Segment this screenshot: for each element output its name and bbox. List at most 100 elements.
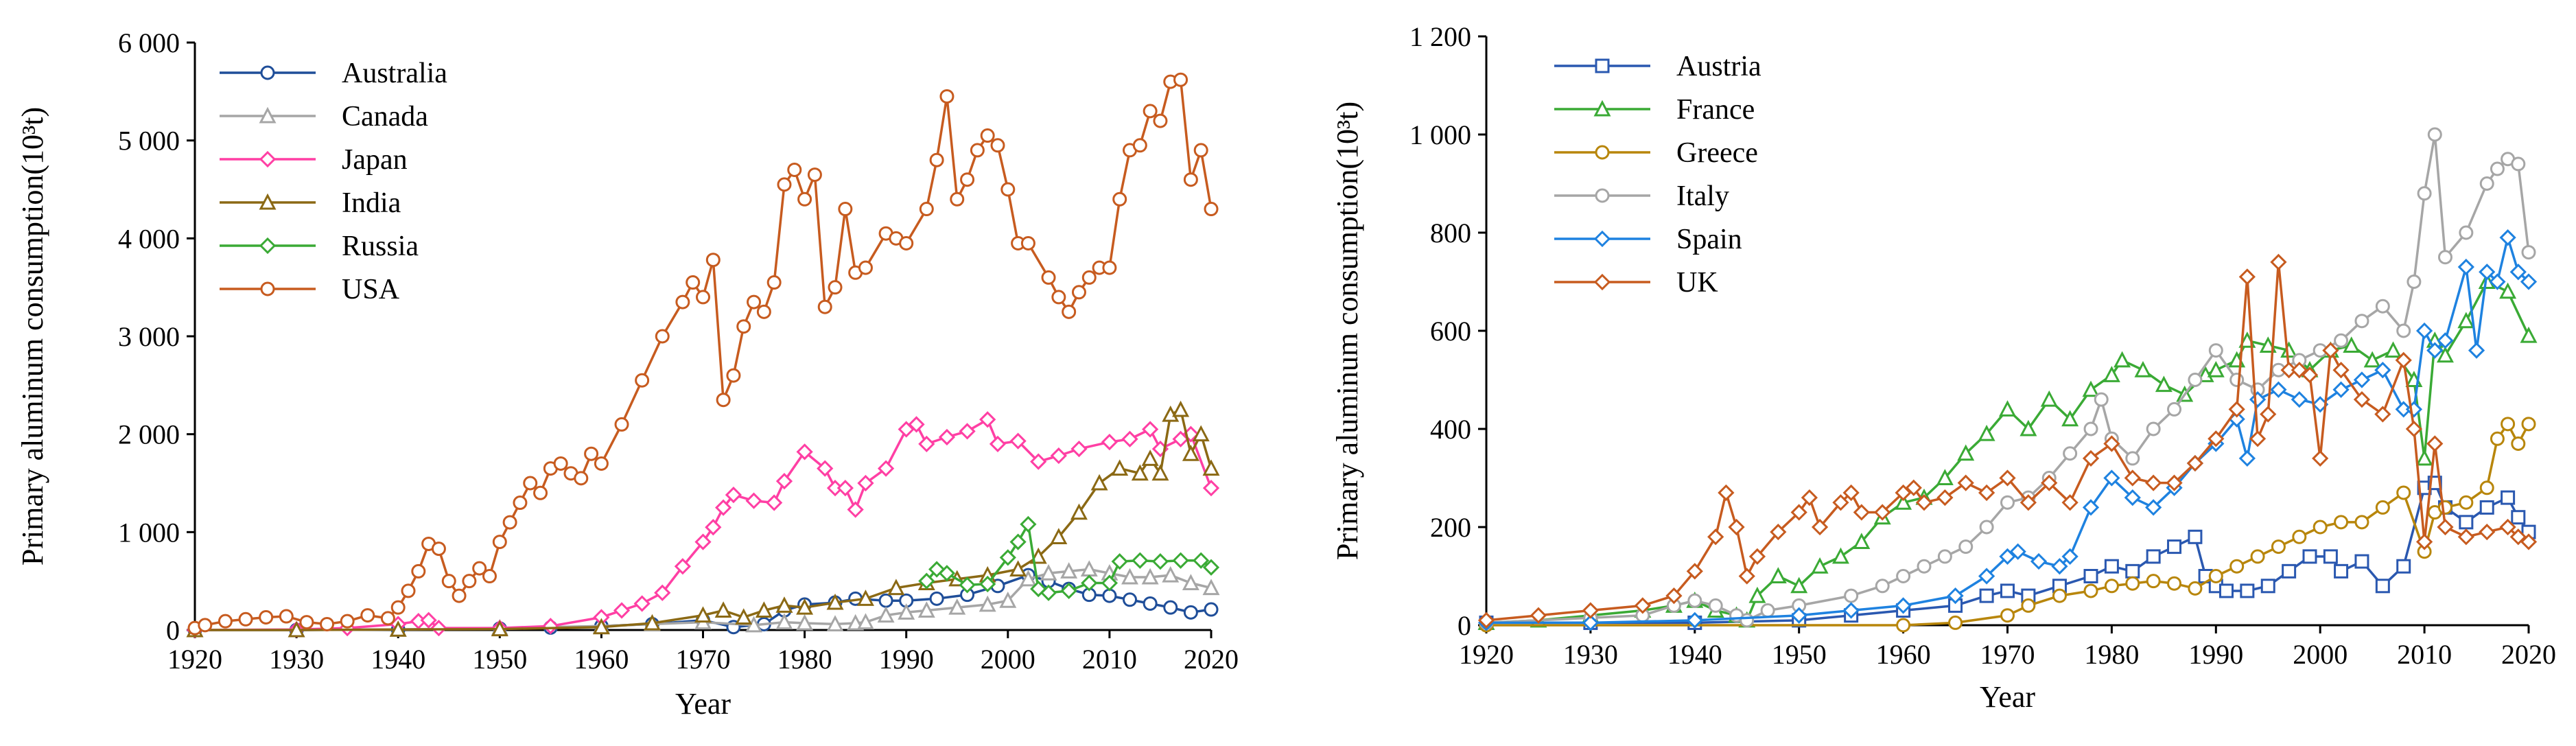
data-point [1958,539,1974,555]
data-point [694,606,712,623]
data-point [1060,582,1077,600]
data-point [1957,444,1975,461]
data-point [898,603,915,620]
data-point [899,235,914,250]
data-point [2260,579,2275,594]
data-point [745,616,763,633]
data-point [686,275,701,290]
chart-panel-2: 0 200 400 600 800 1 000 1 200 1920 1930 1940 1950 1… [1331,21,2556,714]
data-point [2301,366,2319,384]
data-point [1020,515,1037,533]
x-tick-label: 1970 [676,644,731,675]
data-point [1769,567,1787,583]
data-point [796,598,814,615]
data-point [1718,484,1735,502]
x-tick-label: 1950 [472,644,527,675]
data-point [736,319,751,334]
data-point [2240,583,2255,598]
legend-item-uk: UK [1554,267,1718,299]
data-point [796,443,813,461]
data-point [584,446,599,461]
data-point [1204,202,1219,217]
data-point [1936,469,1954,485]
data-point [1917,559,1932,574]
series-greece [1479,417,2536,633]
data-point [1978,424,1995,441]
data-point [2457,258,2474,276]
data-point [2489,273,2506,290]
data-point [2208,569,2223,583]
data-point [2407,275,2422,289]
data-point [1182,574,1199,591]
data-point [970,143,985,158]
data-point [775,473,793,490]
data-point [1937,549,1952,564]
data-point [2479,524,2496,541]
legend-label: Spain [1676,224,1742,255]
data-point [979,411,996,428]
legend-label: India [342,187,401,219]
data-point [999,549,1016,566]
data-point [411,563,426,579]
data-point [1112,191,1127,207]
data-point [796,614,814,631]
y-tick-label: 5 000 [118,126,180,156]
data-point [2520,533,2538,550]
legend-item-austria: Austria [1554,51,1761,82]
x-tick-label: 1930 [269,644,324,675]
data-point [1582,614,1600,631]
y-tick-label: 2 000 [118,419,180,450]
data-point [482,569,497,584]
data-point [360,608,375,623]
data-point [747,294,762,310]
data-point [2520,326,2538,343]
data-point [2427,127,2442,142]
data-point [2291,391,2308,408]
series-spain [1477,229,2538,631]
legend-label: France [1676,94,1755,126]
data-point [2426,435,2444,452]
data-point [2282,563,2297,579]
legend-label: Australia [342,58,447,89]
data-point [2009,543,2026,560]
data-point [2312,520,2328,535]
chart-panel-1: 0 1 000 2 000 3 000 4 000 5 000 6 000 1920 1930 1… [16,27,1239,721]
y-tick-label: 1 000 [118,517,180,548]
x-tick-label: 2000 [981,644,1035,675]
data-point [959,576,976,594]
legend-label: Austria [1676,51,1761,82]
data-point [1708,598,1723,613]
data-point [2374,362,2391,379]
data-point [1193,552,1210,569]
data-point [2374,406,2391,423]
data-point [1143,596,1158,611]
data-point [2260,406,2277,423]
data-point [908,416,925,433]
data-point [2437,518,2454,536]
data-point [1132,552,1149,569]
data-point [787,162,802,177]
data-point [1728,518,1745,536]
data-point [1896,569,1911,583]
data-point [1842,484,1860,502]
data-point [1936,489,1954,506]
data-point [1634,597,1651,614]
data-point [2207,360,2225,377]
data-point [980,128,995,143]
data-point [2334,515,2349,530]
data-point [856,590,874,606]
data-point [2354,554,2369,569]
data-point [1853,504,1870,521]
data-point [1477,611,1495,629]
data-point [1070,503,1088,520]
legend-item-russia: Russia [220,231,419,262]
data-point [2396,485,2411,500]
data-point [1009,560,1027,577]
data-point [1153,113,1168,128]
data-point [2249,430,2267,447]
data-point [674,558,692,575]
data-point [1121,568,1139,585]
data-point [655,329,670,344]
data-point [960,172,975,187]
data-point [675,294,690,310]
